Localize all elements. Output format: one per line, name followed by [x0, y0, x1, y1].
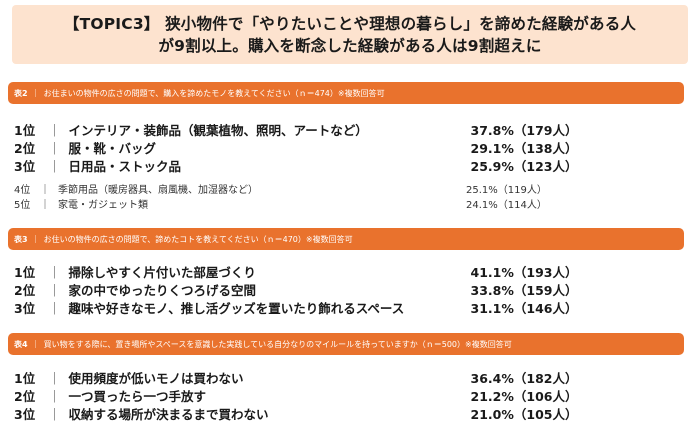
rank: 2位 — [14, 282, 36, 298]
separator: ｜ — [40, 200, 50, 211]
table3-row-3: 3位 ｜ 趣味や好きなモノ、推し活グッズを置いたり飾れるスペース 31.1%（1… — [14, 298, 674, 316]
title-line-2: が9割以上。購入を断念した経験がある人は9割超えに — [158, 36, 542, 55]
separator: ｜ — [48, 406, 61, 422]
row-value: 31.1%（146人） — [470, 300, 578, 316]
table2-heading: お住まいの物件の広さの問題で、購入を諦めたモノを教えてください（ｎ＝474）※複… — [43, 88, 385, 98]
row-value: 36.4%（182人） — [470, 370, 578, 386]
rank: 1位 — [14, 122, 36, 138]
row-value: 29.1%（138人） — [470, 140, 578, 156]
table2-row-1: 1位 ｜ インテリア・装飾品（観葉植物、照明、アートなど） 37.8%（179人… — [14, 120, 674, 138]
topic-title: 【TOPIC3】 狭小物件で「やりたいことや理想の暮らし」を諦めた経験がある人 … — [64, 13, 636, 57]
row-label: 家電・ガジェット類 — [58, 200, 148, 211]
rank: 1位 — [14, 370, 36, 386]
separator: ｜ — [48, 370, 61, 386]
row-value: 21.0%（105人） — [470, 406, 578, 422]
table3-separator: ｜ — [31, 234, 40, 244]
rank: 3位 — [14, 158, 36, 174]
table3-row-1: 1位 ｜ 掃除しやすく片付いた部屋づくり 41.1%（193人） — [14, 262, 674, 280]
table4-tag: 表4 — [14, 339, 28, 349]
row-value: 25.9%（123人） — [470, 158, 578, 174]
row-label: 服・靴・バッグ — [68, 140, 157, 156]
table2-tag: 表2 — [14, 88, 28, 98]
separator: ｜ — [48, 388, 61, 404]
rank: 3位 — [14, 406, 36, 422]
table2-separator: ｜ — [31, 88, 40, 98]
rank: 3位 — [14, 300, 36, 316]
table4-row-2: 2位 ｜ 一つ買ったら一つ手放す 21.2%（106人） — [14, 386, 674, 404]
rank: 1位 — [14, 264, 36, 280]
topic-title-box: 【TOPIC3】 狭小物件で「やりたいことや理想の暮らし」を諦めた経験がある人 … — [12, 5, 688, 64]
separator: ｜ — [48, 122, 61, 138]
row-label: 季節用品（暖房器具、扇風機、加湿器など） — [58, 185, 258, 196]
row-value: 24.1%（114人） — [466, 200, 547, 211]
table4-header: 表4 ｜ 買い物をする際に、置き場所やスペースを意識した実践している自分なりのマ… — [8, 333, 684, 355]
table2-header: 表2 ｜ お住まいの物件の広さの問題で、購入を諦めたモノを教えてください（ｎ＝4… — [8, 82, 684, 104]
row-label: 一つ買ったら一つ手放す — [68, 388, 207, 404]
rank: 4位 — [14, 185, 31, 196]
table4-row-3: 3位 ｜ 収納する場所が決まるまで買わない 21.0%（105人） — [14, 404, 674, 422]
separator: ｜ — [40, 185, 50, 196]
row-label: 掃除しやすく片付いた部屋づくり — [68, 264, 256, 280]
row-value: 41.1%（193人） — [470, 264, 578, 280]
row-value: 21.2%（106人） — [470, 388, 578, 404]
rank: 5位 — [14, 200, 31, 211]
row-label: 家の中でゆったりくつろげる空間 — [68, 282, 257, 298]
table4-separator: ｜ — [31, 339, 40, 349]
row-label: 収納する場所が決まるまで買わない — [68, 406, 269, 422]
table2-row-3: 3位 ｜ 日用品・ストック品 25.9%（123人） — [14, 156, 674, 174]
separator: ｜ — [48, 158, 61, 174]
table3-header: 表3 ｜ お住いの物件の広さの問題で、諦めたコトを教えてください（ｎ＝470）※… — [8, 228, 684, 250]
table4-heading: 買い物をする際に、置き場所やスペースを意識した実践している自分なりのマイルールを… — [43, 339, 512, 349]
row-label: インテリア・装飾品（観葉植物、照明、アートなど） — [68, 122, 368, 138]
separator: ｜ — [48, 264, 61, 280]
table3-heading: お住いの物件の広さの問題で、諦めたコトを教えてください（ｎ＝470）※複数回答可 — [43, 234, 353, 244]
separator: ｜ — [48, 300, 61, 316]
table2-row-2: 2位 ｜ 服・靴・バッグ 29.1%（138人） — [14, 138, 674, 156]
row-label: 日用品・ストック品 — [68, 158, 182, 174]
separator: ｜ — [48, 282, 61, 298]
row-value: 33.8%（159人） — [470, 282, 578, 298]
row-label: 使用頻度が低いモノは買わない — [68, 370, 244, 386]
table2-row-5: 5位 ｜ 家電・ガジェット類 24.1%（114人） — [14, 196, 674, 211]
title-line-1: 【TOPIC3】 狭小物件で「やりたいことや理想の暮らし」を諦めた経験がある人 — [63, 14, 637, 33]
row-label: 趣味や好きなモノ、推し活グッズを置いたり飾れるスペース — [68, 300, 405, 316]
table4-row-1: 1位 ｜ 使用頻度が低いモノは買わない 36.4%（182人） — [14, 368, 674, 386]
table3-tag: 表3 — [14, 234, 28, 244]
separator: ｜ — [48, 140, 61, 156]
row-value: 37.8%（179人） — [470, 122, 578, 138]
rank: 2位 — [14, 388, 36, 404]
rank: 2位 — [14, 140, 36, 156]
table2-row-4: 4位 ｜ 季節用品（暖房器具、扇風機、加湿器など） 25.1%（119人） — [14, 181, 674, 196]
table3-row-2: 2位 ｜ 家の中でゆったりくつろげる空間 33.8%（159人） — [14, 280, 674, 298]
row-value: 25.1%（119人） — [466, 185, 547, 196]
